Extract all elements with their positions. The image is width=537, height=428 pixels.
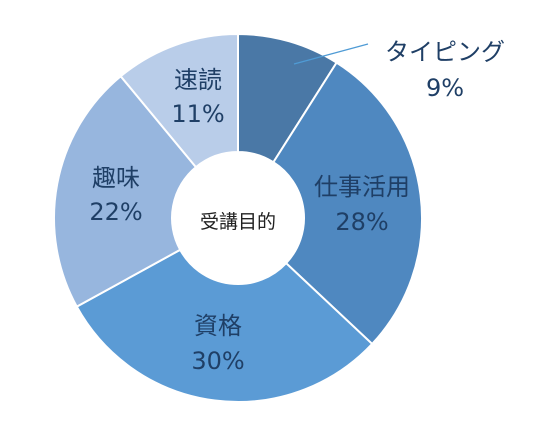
slice-labels: タイピング 9% 仕事活用 28% 資格 30% 趣味 22% 速読 11% — [89, 38, 505, 375]
slice-name-1: タイピング — [385, 38, 505, 66]
slice-4 — [53, 74, 198, 309]
slice-3 — [75, 248, 374, 403]
slice-5 — [119, 32, 239, 169]
center-label: 受講目的 — [200, 211, 276, 233]
donut-slices — [53, 32, 423, 403]
slice-value-1: 9% — [426, 74, 464, 102]
slice-value-4: 22% — [89, 198, 142, 226]
slice-2 — [271, 61, 423, 346]
slice-name-3: 資格 — [194, 312, 242, 340]
slice-name-4: 趣味 — [92, 164, 140, 192]
slice-value-2: 28% — [335, 208, 388, 236]
leader-line-typing — [293, 43, 369, 65]
slice-name-2: 仕事活用 — [314, 173, 410, 201]
slice-value-3: 30% — [191, 347, 244, 375]
slice-value-5: 11% — [171, 100, 224, 128]
slice-name-5: 速読 — [174, 66, 222, 94]
